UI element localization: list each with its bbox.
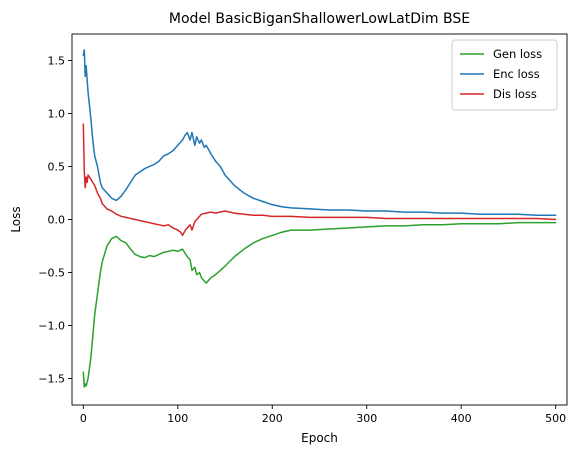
x-tick-label: 0 xyxy=(80,412,87,425)
x-axis-label: Epoch xyxy=(301,431,338,445)
series-line-gen-loss xyxy=(82,221,557,388)
legend-label: Gen loss xyxy=(493,47,542,61)
x-tick-label: 500 xyxy=(545,412,566,425)
legend-label: Dis loss xyxy=(493,87,537,101)
y-tick-label: 0.5 xyxy=(48,161,66,174)
y-tick-label: −1.5 xyxy=(38,373,65,386)
y-axis-label: Loss xyxy=(9,206,23,232)
legend-label: Enc loss xyxy=(493,67,540,81)
series-line-enc-loss xyxy=(82,49,557,217)
y-tick-label: 1.5 xyxy=(48,55,66,68)
series-line-dis-loss xyxy=(82,123,557,237)
chart-title: Model BasicBiganShallowerLowLatDim BSE xyxy=(169,11,470,27)
x-tick-label: 200 xyxy=(262,412,283,425)
y-tick-label: −0.5 xyxy=(38,267,65,280)
y-tick-label: 0.0 xyxy=(48,214,66,227)
plot-area: 0 100 200 300 400 500 −1.5 −1.0 −0.5 0.0 0.5 1.0 1.5 xyxy=(38,33,568,425)
x-tick-label: 300 xyxy=(356,412,377,425)
legend-box xyxy=(451,39,558,111)
legend: Gen loss Enc loss Dis loss xyxy=(451,39,558,111)
y-tick-label: 1.0 xyxy=(48,108,66,121)
y-tick-label: −1.0 xyxy=(38,320,65,333)
x-tick-label: 400 xyxy=(451,412,472,425)
x-tick-label: 100 xyxy=(167,412,188,425)
